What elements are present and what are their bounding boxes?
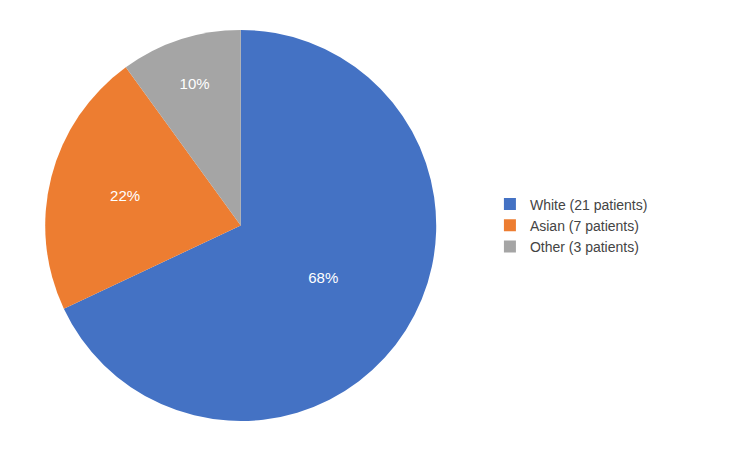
svg-text:Asian (7 patients): Asian (7 patients) — [530, 218, 639, 234]
svg-text:White (21 patients): White (21 patients) — [530, 197, 648, 213]
svg-text:Other (3 patients): Other (3 patients) — [530, 239, 639, 255]
svg-text:68%: 68% — [308, 269, 338, 286]
svg-text:10%: 10% — [180, 75, 210, 92]
svg-text:22%: 22% — [110, 187, 140, 204]
